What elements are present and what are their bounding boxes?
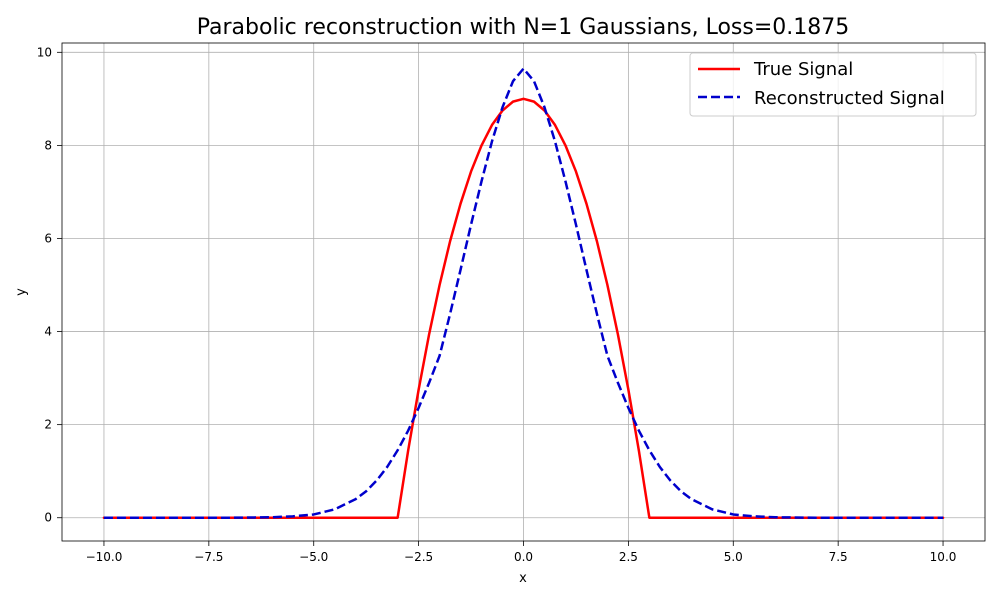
- x-tick-label: 10.0: [930, 550, 957, 564]
- x-tick-label: 2.5: [619, 550, 638, 564]
- y-tick-label: 10: [37, 45, 52, 59]
- legend: True Signal Reconstructed Signal: [689, 52, 977, 117]
- x-tick-label: −2.5: [404, 550, 433, 564]
- x-tick-label: 5.0: [724, 550, 743, 564]
- axis-ticks: −10.0 −7.5 −5.0 −2.5 0.0 2.5 5.0 7.5 10.0 0 2 4 6 8 10: [37, 45, 957, 564]
- legend-true-signal-label: True Signal: [753, 59, 853, 80]
- true-signal-line: [102, 97, 945, 519]
- y-axis-label: y: [14, 288, 29, 296]
- grid-lines: [62, 43, 985, 541]
- legend-reconstructed-signal-label: Reconstructed Signal: [754, 88, 945, 109]
- legend-box: [689, 52, 977, 117]
- x-tick-label: 7.5: [829, 550, 848, 564]
- y-tick-label: 0: [44, 511, 52, 525]
- x-tick-label: −7.5: [194, 550, 223, 564]
- reconstructed-signal-line: [103, 67, 944, 519]
- y-tick-label: 6: [44, 231, 52, 245]
- y-tick-label: 4: [44, 325, 52, 339]
- x-tick-label: −10.0: [86, 550, 123, 564]
- y-tick-label: 8: [44, 138, 52, 152]
- x-tick-label: −5.0: [299, 550, 328, 564]
- chart-title: Parabolic reconstruction with N=1 Gaussi…: [197, 15, 850, 40]
- plot-series: [102, 67, 945, 519]
- x-tick-label: 0.0: [514, 550, 533, 564]
- x-axis-label: x: [519, 571, 527, 586]
- y-tick-label: 2: [44, 418, 52, 432]
